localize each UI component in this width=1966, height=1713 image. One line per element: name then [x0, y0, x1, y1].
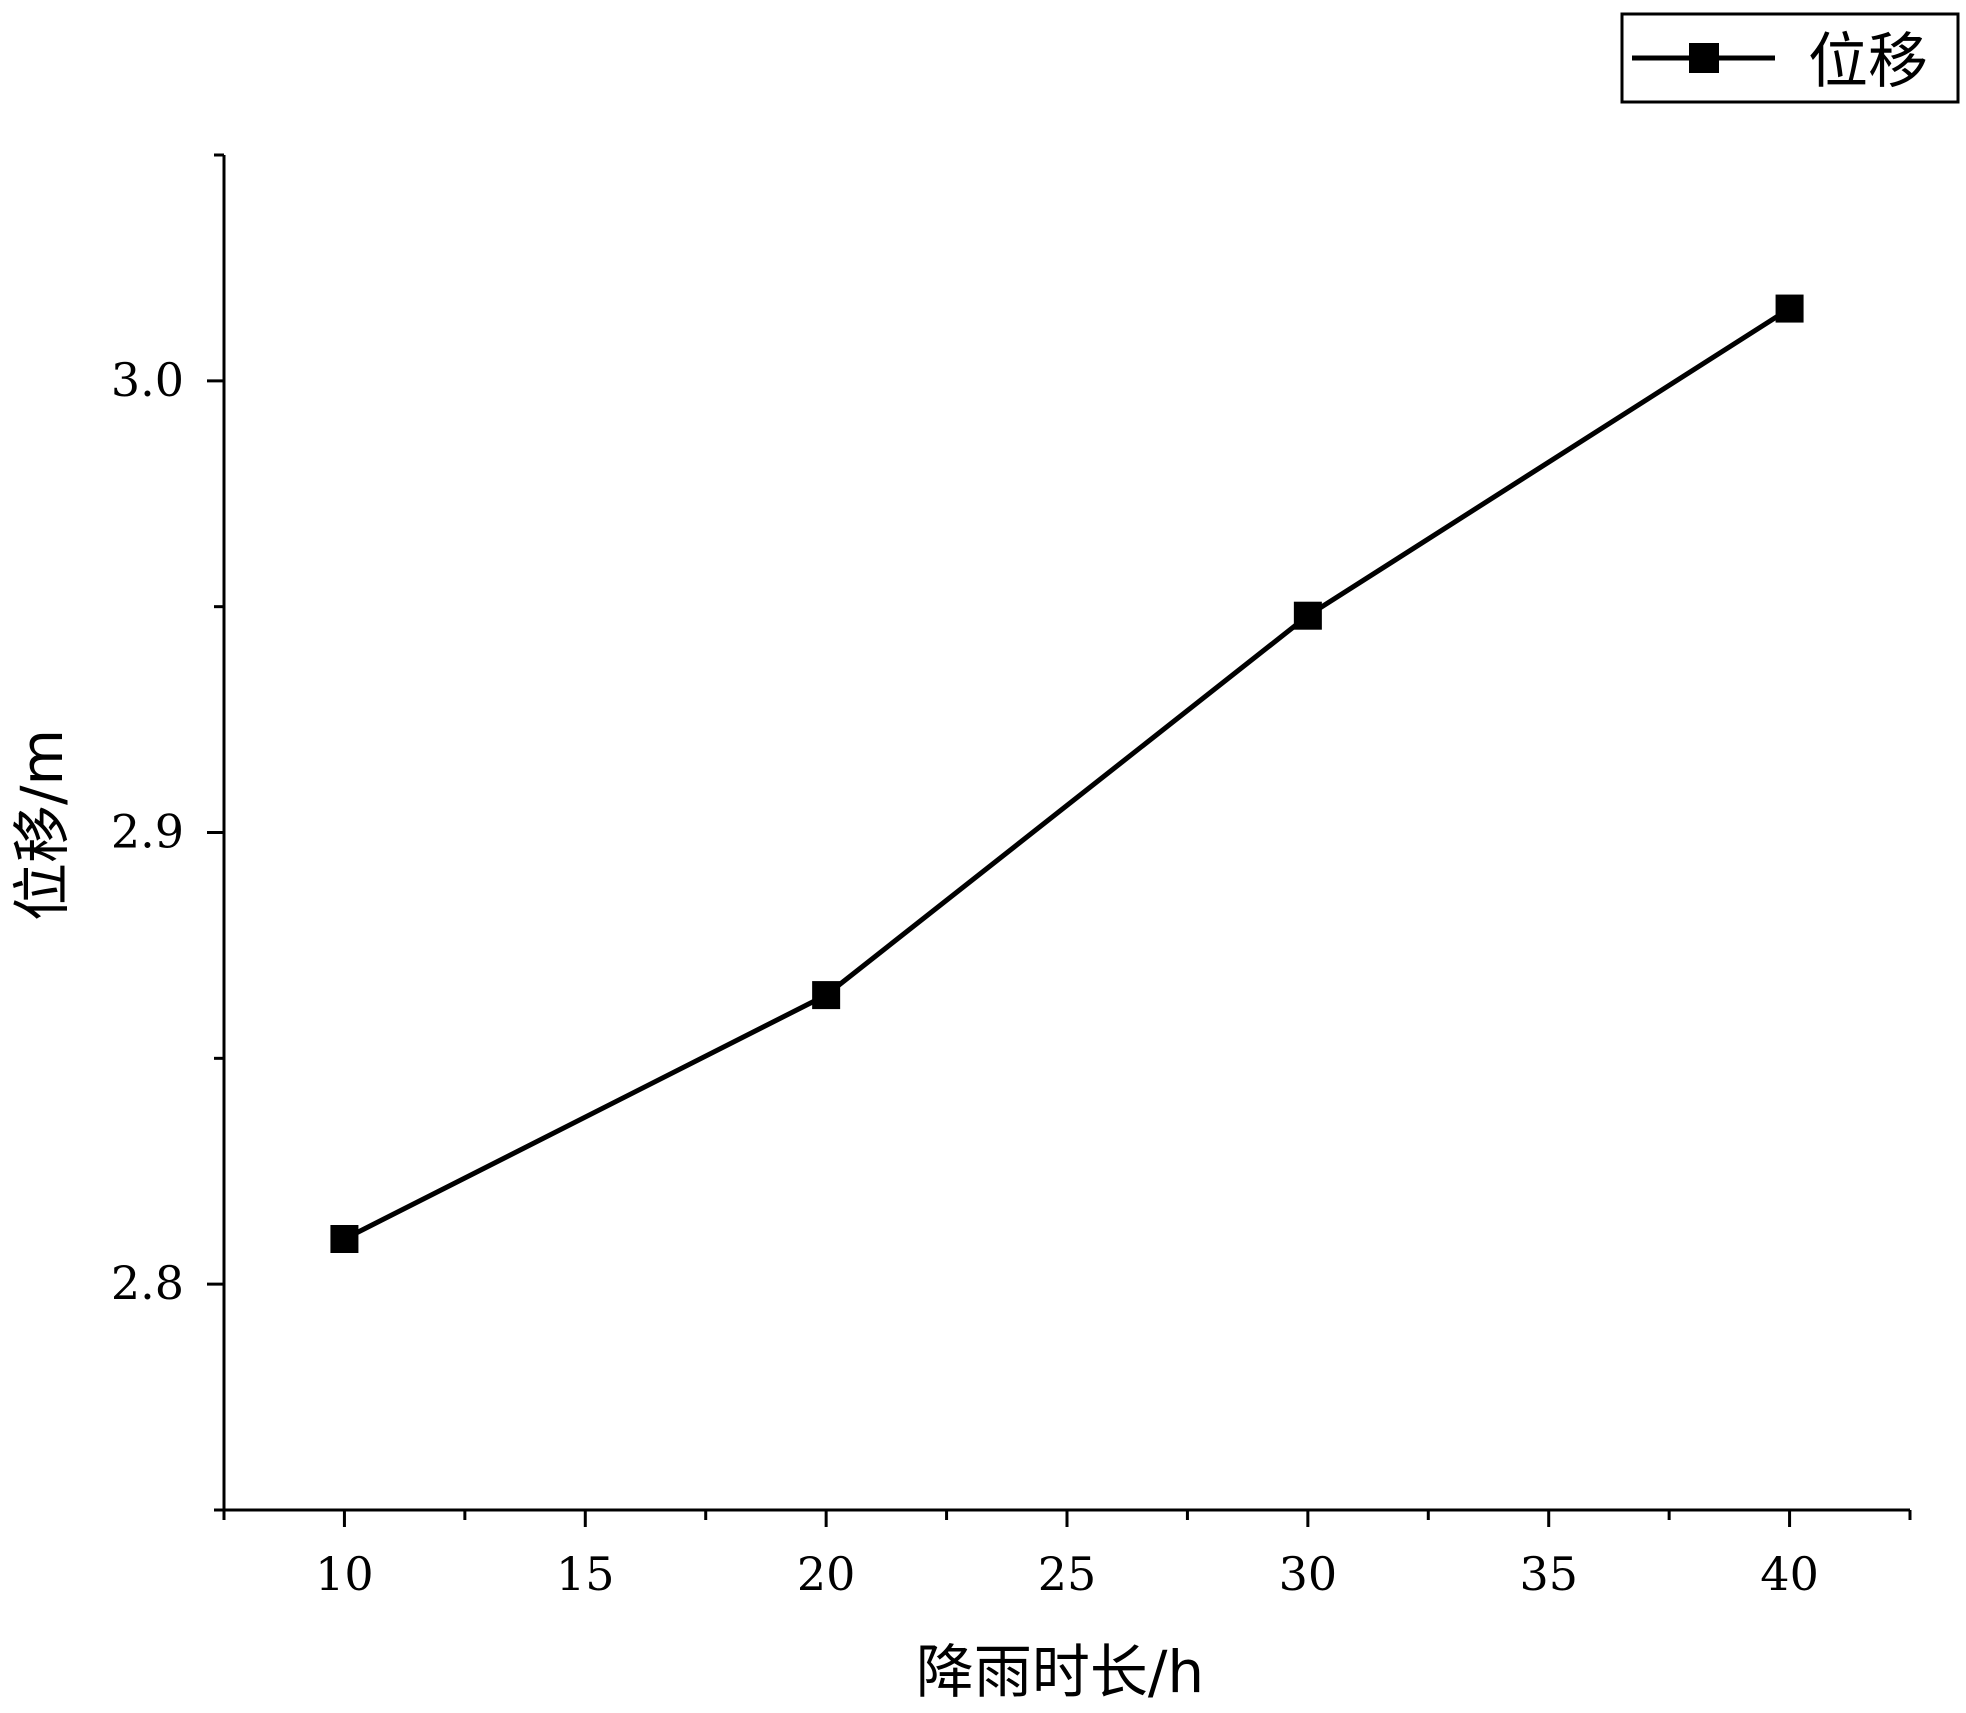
x-tick-label: 35: [1519, 1547, 1578, 1601]
data-point-marker: [1293, 601, 1322, 630]
x-tick-label: 10: [315, 1547, 374, 1601]
x-tick-label: 25: [1038, 1547, 1097, 1601]
y-tick-label: 2.8: [111, 1256, 184, 1310]
x-tick-label: 20: [797, 1547, 856, 1601]
data-point-marker: [330, 1225, 359, 1253]
y-tick-label: 3.0: [111, 353, 184, 407]
legend-label: 位移: [1808, 27, 1928, 97]
axes: [222, 155, 1910, 1512]
legend-square-marker-icon: [1689, 43, 1719, 73]
x-tick-label: 30: [1279, 1547, 1338, 1601]
data-point-marker: [812, 981, 841, 1010]
x-axis-title: 降雨时长/h: [916, 1638, 1204, 1706]
series: [330, 294, 1804, 1253]
x-tick-label: 15: [556, 1547, 615, 1601]
data-point-marker: [1775, 294, 1804, 323]
legend: 位移: [1620, 12, 1960, 104]
series-line: [343, 306, 1791, 1242]
ticks: 10 15 20 25 30 35 40 2.8 2.9 3.0: [111, 153, 1912, 1601]
x-tick-label: 40: [1760, 1547, 1819, 1601]
y-tick-label: 2.9: [111, 805, 184, 859]
y-axis-title: 位移/m: [8, 729, 76, 921]
